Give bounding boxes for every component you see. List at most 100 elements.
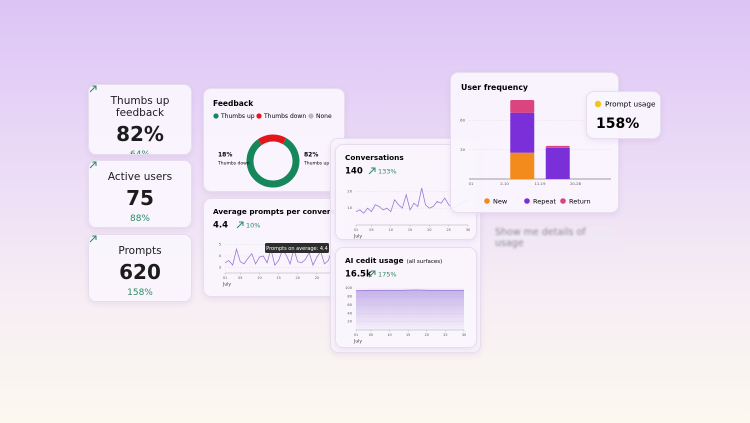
x-tick-label: 05 <box>238 276 242 280</box>
arrow-icon <box>89 85 97 93</box>
donut-slice <box>246 138 300 188</box>
stat-label: Thumbs up feedback <box>110 95 170 119</box>
y-tick-label: 3 <box>219 265 221 269</box>
stat-value: 620 <box>119 260 161 284</box>
title-text: Average prompts per conversation <box>213 207 344 216</box>
legend-dot <box>308 113 314 119</box>
y-tick-label: 60 <box>460 118 465 123</box>
y-tick-label: 20 <box>347 320 352 324</box>
stat-card: Active users 75 88% <box>88 160 192 228</box>
legend-label: Thumbs up <box>220 113 255 120</box>
y-tick-label: 30 <box>460 147 465 152</box>
card-title: User frequency <box>461 83 528 92</box>
x-tick-label: 10 <box>389 228 393 232</box>
title-text: Conversations <box>345 153 404 162</box>
x-tick-label: 05 <box>369 228 373 232</box>
legend-label: Thumbs down <box>263 113 306 120</box>
y-tick-label: 80 <box>347 295 352 299</box>
legend-label: Return <box>569 198 591 206</box>
x-tick-label: 30 <box>462 333 466 337</box>
x-tick-label: 01 <box>354 228 358 232</box>
x-tick-label: 2-10 <box>500 181 509 186</box>
arrow-icon <box>236 221 244 229</box>
change-text: 88% <box>129 214 150 224</box>
line <box>224 247 337 267</box>
legend-dot <box>524 198 530 204</box>
x-tick-label: 25 <box>315 276 319 280</box>
y-tick-label: 5 <box>219 243 221 247</box>
area <box>356 289 464 330</box>
card-canvas: Feedback Thumbs up Thumbs down None 18% Thumb… <box>213 99 332 188</box>
stat-change: 64% <box>89 85 191 155</box>
legend-dot <box>594 100 602 108</box>
x-tick-label: 15 <box>408 228 412 232</box>
line <box>355 289 464 292</box>
kpi-change: 133% <box>378 168 397 176</box>
donut-slice <box>257 134 287 146</box>
title-sub: (all surfaces) <box>407 259 443 265</box>
legend-label: New <box>493 198 508 206</box>
slice-name: Thumbs down <box>217 161 250 167</box>
y-tick-label: 20 <box>347 189 352 193</box>
x-tick-label: 20 <box>427 228 431 232</box>
x-tick-label: 25 <box>443 333 447 337</box>
legend-dot <box>213 113 219 119</box>
metric-label: Prompt usage <box>605 100 656 109</box>
card-canvas: AI cedit usage (all surfaces) 16.5k 175% 20 4… <box>345 256 466 345</box>
y-tick-label: 10 <box>347 206 352 210</box>
legend-label: None <box>316 113 332 120</box>
x-tick-label: 01 <box>469 181 474 186</box>
stat-label: Active users <box>107 171 173 183</box>
change-text: 64% <box>129 150 150 155</box>
x-tick-label: 05 <box>369 333 373 337</box>
ai-credit-card: AI cedit usage (all surfaces) 16.5k 175% 20 4… <box>335 247 477 348</box>
card-title: Average prompts per conversation <box>213 207 344 216</box>
arrow-icon <box>89 161 97 169</box>
prompt-usage-card: Prompt usage 158% <box>586 91 661 139</box>
x-tick-label: 25 <box>447 228 451 232</box>
y-tick-label: 100 <box>345 286 353 290</box>
trend-arrow <box>368 167 376 175</box>
card-canvas: User frequency 30 60 01 2-10 11-19 20-28 New Rep… <box>460 83 611 206</box>
y-tick-label: 40 <box>347 311 352 315</box>
card-title: AI cedit usage (all surfaces) <box>345 256 442 265</box>
card-title: Conversations <box>345 153 404 162</box>
x-axis-title: July <box>222 282 231 288</box>
card-title: Feedback <box>213 99 254 108</box>
metric-value: 158% <box>596 116 639 132</box>
legend-dot <box>256 113 262 119</box>
feedback-card: Feedback Thumbs up Thumbs down None 18% Thumb… <box>203 88 345 192</box>
details-button[interactable]: Show me details of usage <box>495 226 617 250</box>
arrow-icon <box>368 270 376 278</box>
arrow-icon <box>89 235 97 243</box>
arrow-path <box>89 85 97 93</box>
x-tick-label: 30 <box>466 228 470 232</box>
change-text: 158% <box>127 288 153 298</box>
legend-dot <box>560 198 566 204</box>
x-tick-label: 20-28 <box>570 181 582 186</box>
bar-segment <box>510 100 535 113</box>
kpi-value: 4.4 <box>213 221 228 231</box>
card-canvas: Prompt usage 158% <box>594 100 656 132</box>
kpi-value: 16.5k <box>345 270 372 280</box>
card-canvas: Conversations 140 133% 10 20 01 05 10 15 20 25 30 Ju… <box>345 153 470 239</box>
bar-segment <box>545 145 570 148</box>
x-axis-title: July <box>353 339 362 345</box>
x-tick-label: 01 <box>223 276 227 280</box>
slice-name: Thumbs up <box>303 161 329 167</box>
kpi-change: 10% <box>246 222 260 230</box>
x-tick-label: 15 <box>406 333 410 337</box>
stat-card: Thumbs up feedback 82% 64% <box>88 84 192 155</box>
x-tick-label: 20 <box>296 276 300 280</box>
y-tick-label: 60 <box>347 303 352 307</box>
stat-label: Prompts <box>118 245 162 257</box>
x-tick-label: 10 <box>257 276 261 280</box>
tooltip-bg <box>265 243 329 253</box>
title-text: AI cedit usage <box>345 256 404 265</box>
card-canvas: Average prompts per conversation 4.4 10% 3 4… <box>213 207 344 288</box>
y-tick-label: 4 <box>219 254 222 258</box>
arrow-path <box>89 161 97 169</box>
stat-change: 158% <box>89 235 191 298</box>
bar-segment <box>510 112 535 153</box>
